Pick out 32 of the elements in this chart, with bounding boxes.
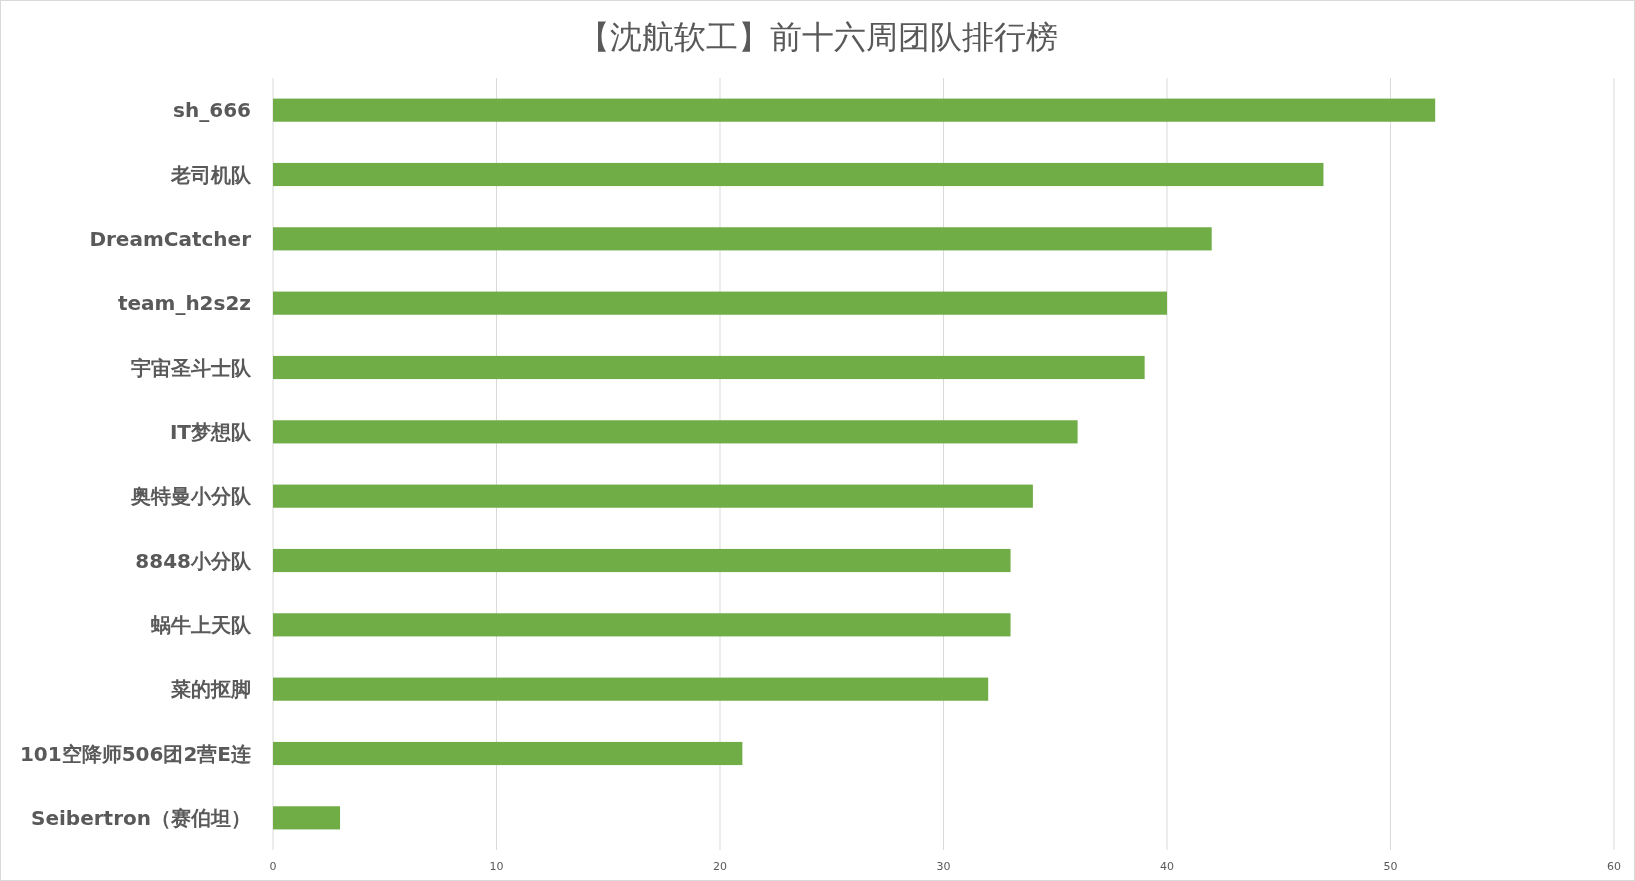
x-tick-label: 60	[1607, 860, 1621, 873]
y-tick-label: 8848小分队	[135, 548, 252, 573]
y-tick-label: 蜗牛上天队	[150, 612, 252, 637]
bar	[273, 548, 1011, 573]
chart-title: 【沈航软工】前十六周团队排行榜	[577, 18, 1058, 56]
y-tick-label: 老司机队	[170, 162, 252, 187]
x-tick-label: 30	[936, 860, 951, 873]
y-tick-label: IT梦想队	[169, 419, 252, 444]
bar	[273, 162, 1324, 187]
y-tick-label: 宇宙圣斗士队	[131, 355, 252, 380]
bar	[273, 291, 1167, 315]
y-tick-label: DreamCatcher	[89, 226, 252, 251]
x-tick-label: 10	[489, 860, 504, 873]
y-tick-label: Seibertron（赛伯坦）	[31, 805, 251, 830]
x-tick-label: 20	[713, 860, 727, 873]
bar	[273, 484, 1033, 508]
bar	[273, 613, 1011, 637]
bar	[273, 355, 1145, 380]
bar	[273, 98, 1436, 122]
x-tick-label: 0	[269, 860, 277, 873]
y-tick-label: 菜的抠脚	[170, 677, 251, 702]
x-tick-label: 40	[1160, 860, 1174, 873]
y-tick-label: team_h2s2z	[117, 291, 251, 316]
bar	[273, 677, 989, 701]
bar	[273, 420, 1078, 444]
y-tick-label: 101空降师506团2营E连	[19, 741, 251, 766]
bar	[273, 227, 1212, 251]
y-tick-label: 奥特曼小分队	[130, 484, 252, 509]
x-tick-label: 50	[1383, 860, 1398, 873]
bar	[273, 741, 743, 766]
y-tick-label: sh_666	[173, 98, 251, 123]
bar	[273, 806, 341, 830]
